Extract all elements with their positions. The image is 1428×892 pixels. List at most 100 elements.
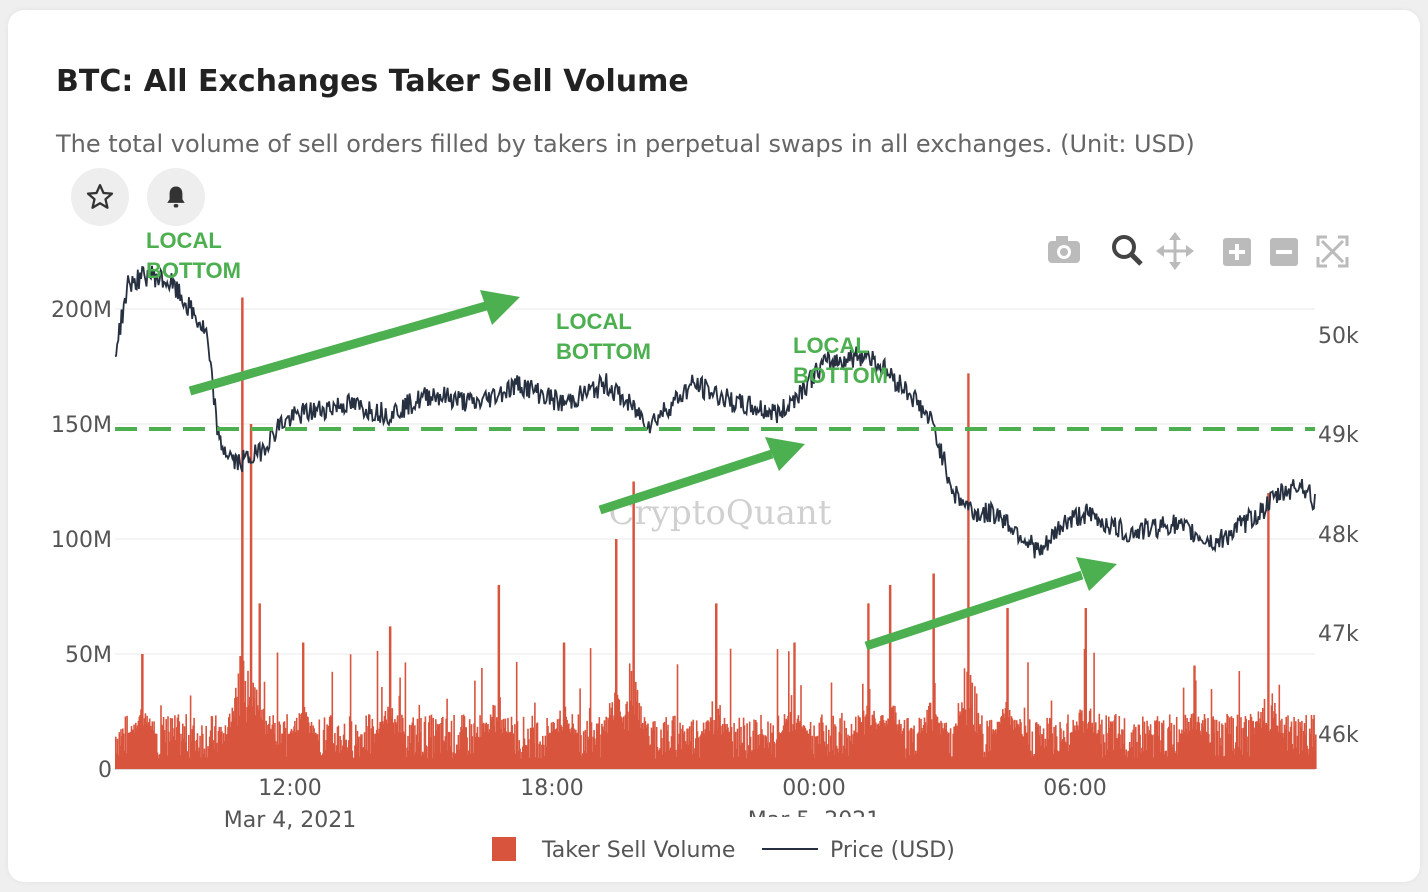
volume-bar	[403, 733, 406, 769]
volume-bar	[1157, 735, 1160, 769]
zoom-out-icon[interactable]	[1270, 238, 1298, 266]
volume-bar	[556, 719, 559, 769]
volume-bar	[301, 712, 303, 769]
volume-bar	[1154, 720, 1156, 769]
zoom-in-icon[interactable]	[1223, 238, 1251, 266]
volume-bar	[1068, 751, 1070, 769]
volume-bar	[992, 729, 994, 769]
volume-bar	[1232, 718, 1234, 769]
volume-bar	[357, 736, 360, 769]
volume-bar	[708, 721, 710, 769]
volume-bar	[141, 654, 143, 769]
volume-bar	[402, 731, 405, 769]
volume-bar	[731, 741, 734, 769]
volume-bar	[755, 722, 758, 769]
volume-bar	[1197, 716, 1200, 769]
volume-bar	[1305, 715, 1307, 769]
volume-bar	[452, 752, 454, 769]
volume-bar	[202, 733, 204, 769]
volume-bar	[845, 728, 847, 769]
volume-bar	[712, 734, 714, 769]
volume-bar	[683, 731, 686, 769]
volume-bar	[694, 752, 696, 769]
volume-bar	[894, 705, 896, 769]
volume-bar	[634, 715, 636, 769]
volume-bar	[580, 735, 582, 769]
legend[interactable]: Taker Sell Volume Price (USD)	[492, 837, 955, 863]
autoscale-icon[interactable]	[1316, 235, 1349, 268]
volume-bar	[316, 734, 319, 769]
volume-bar	[979, 724, 981, 769]
volume-bar	[515, 661, 518, 769]
volume-bar	[949, 728, 952, 769]
volume-bar	[120, 729, 122, 769]
volume-bar	[1182, 687, 1185, 769]
volume-bar	[622, 716, 625, 769]
pan-icon[interactable]	[1156, 232, 1194, 270]
volume-bar	[450, 720, 453, 769]
volume-bar	[916, 733, 919, 769]
volume-bar	[335, 751, 337, 769]
volume-bar	[908, 755, 911, 769]
camera-icon[interactable]	[1048, 236, 1080, 263]
volume-bar	[1088, 710, 1091, 769]
volume-bar	[891, 707, 894, 769]
volume-bar	[975, 693, 978, 769]
volume-bar	[782, 725, 785, 769]
volume-bar	[1284, 729, 1287, 769]
volume-bar	[463, 716, 466, 769]
volume-bar	[791, 731, 794, 769]
price-line	[114, 265, 1316, 559]
volume-bar	[1235, 742, 1237, 769]
volume-bar	[611, 702, 614, 769]
volume-bar	[505, 731, 507, 769]
legend-item-volume[interactable]: Taker Sell Volume	[492, 837, 735, 863]
volume-bar	[1101, 719, 1103, 769]
volume-bar	[680, 728, 682, 769]
volume-bar	[425, 745, 427, 769]
volume-bar	[628, 663, 631, 769]
volume-bar	[609, 714, 612, 769]
volume-bar	[474, 680, 476, 769]
volume-bar	[212, 740, 214, 769]
volume-bar	[1100, 743, 1102, 769]
volume-bar	[209, 730, 212, 769]
volume-bar	[948, 732, 950, 769]
volume-bar	[508, 732, 511, 769]
volume-bar	[889, 585, 892, 769]
volume-bar	[1194, 665, 1196, 769]
volume-bar	[939, 734, 941, 769]
volume-bar	[448, 732, 451, 769]
volume-bar	[168, 731, 170, 769]
volume-bar	[202, 753, 205, 769]
volume-bar	[842, 745, 845, 769]
zoom-icon[interactable]	[1112, 235, 1143, 266]
volume-bar	[428, 715, 431, 769]
volume-bar	[532, 727, 534, 769]
volume-bar	[514, 724, 516, 769]
volume-bar	[922, 725, 925, 769]
volume-bar	[1019, 719, 1021, 769]
annotation-line1: LOCAL	[146, 228, 222, 253]
volume-bar	[826, 744, 828, 769]
volume-bar	[462, 714, 465, 769]
volume-bar	[261, 709, 263, 769]
favorite-button[interactable]	[71, 168, 129, 226]
volume-bar	[1196, 722, 1199, 769]
volume-bar	[909, 728, 912, 769]
volume-bar	[769, 723, 772, 769]
volume-bar	[989, 750, 992, 769]
volume-bar	[701, 731, 703, 769]
volume-bar	[571, 714, 574, 769]
volume-bar	[421, 755, 423, 769]
volume-bar	[363, 732, 366, 769]
volume-bar	[296, 731, 299, 769]
legend-item-price[interactable]: Price (USD)	[762, 838, 955, 863]
alert-button[interactable]	[147, 168, 205, 226]
volume-bar	[345, 739, 347, 769]
volume-bar	[142, 725, 145, 769]
volume-bar	[774, 743, 776, 769]
volume-bar	[544, 735, 547, 769]
volume-bar	[864, 716, 867, 769]
volume-bar	[899, 725, 901, 769]
